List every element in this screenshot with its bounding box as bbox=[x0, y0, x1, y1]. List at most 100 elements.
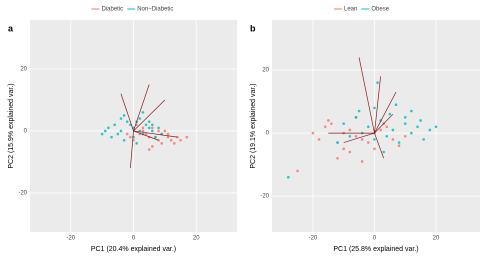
point bbox=[403, 116, 407, 119]
point bbox=[342, 147, 345, 151]
point bbox=[428, 128, 432, 132]
loading-arrow bbox=[374, 132, 385, 159]
y-tick-label: -20 bbox=[260, 194, 269, 200]
point bbox=[360, 138, 364, 141]
point bbox=[151, 123, 154, 127]
point bbox=[382, 150, 385, 154]
point bbox=[422, 138, 425, 141]
y-axis-label: PC2 (15.9% explained var.) bbox=[8, 83, 15, 168]
point bbox=[348, 134, 352, 138]
point bbox=[367, 125, 370, 129]
point bbox=[157, 126, 160, 130]
point bbox=[116, 132, 120, 136]
point bbox=[391, 128, 395, 132]
point bbox=[129, 135, 132, 139]
point bbox=[179, 138, 182, 142]
point bbox=[151, 126, 154, 130]
legend-label: Non−Diabetic bbox=[137, 7, 173, 13]
loading-arrow bbox=[133, 99, 166, 132]
point bbox=[373, 106, 376, 110]
point bbox=[169, 138, 173, 142]
point bbox=[379, 128, 382, 132]
point bbox=[141, 126, 145, 130]
point bbox=[185, 135, 189, 139]
point bbox=[367, 141, 370, 144]
point bbox=[317, 138, 321, 141]
point bbox=[397, 141, 401, 144]
point bbox=[327, 119, 330, 122]
point bbox=[107, 126, 110, 130]
point bbox=[419, 119, 422, 122]
point bbox=[147, 148, 151, 151]
point bbox=[103, 129, 107, 133]
point bbox=[125, 120, 129, 123]
point bbox=[151, 145, 154, 148]
point bbox=[160, 142, 164, 145]
point bbox=[403, 134, 407, 138]
x-tick-label: 0 bbox=[373, 236, 377, 242]
point bbox=[141, 129, 145, 133]
point bbox=[336, 156, 339, 160]
point bbox=[373, 147, 376, 151]
point bbox=[410, 109, 413, 113]
panel-label: a bbox=[8, 23, 14, 33]
point bbox=[113, 123, 116, 127]
x-axis-label: PC1 (25.8% explained var.) bbox=[333, 246, 418, 253]
point bbox=[110, 135, 113, 139]
point bbox=[122, 114, 126, 117]
y-tick-label: 20 bbox=[20, 67, 27, 73]
point bbox=[287, 175, 290, 179]
point bbox=[373, 138, 376, 141]
point bbox=[354, 116, 358, 119]
loading-arrow bbox=[133, 84, 150, 132]
point bbox=[166, 135, 170, 139]
y-tick-label: 0 bbox=[24, 129, 28, 135]
loading-arrow bbox=[374, 91, 397, 134]
point bbox=[144, 132, 148, 136]
point bbox=[323, 125, 327, 129]
x-tick-label: 20 bbox=[433, 236, 440, 242]
point bbox=[311, 131, 315, 135]
point bbox=[122, 138, 126, 142]
point bbox=[410, 131, 413, 135]
point bbox=[157, 129, 160, 133]
x-axis-label: PC1 (20.4% explained var.) bbox=[91, 246, 176, 253]
point bbox=[119, 117, 123, 120]
point bbox=[144, 123, 148, 127]
point bbox=[296, 169, 299, 173]
point bbox=[416, 125, 419, 129]
x-tick-label: -20 bbox=[66, 236, 75, 242]
point bbox=[336, 141, 339, 144]
point bbox=[385, 134, 389, 138]
point bbox=[348, 128, 352, 132]
legend-label: Diabetic bbox=[102, 7, 124, 13]
loading-arrow bbox=[374, 113, 394, 134]
point bbox=[385, 125, 389, 129]
x-tick-label: 0 bbox=[132, 236, 136, 242]
point bbox=[125, 132, 129, 136]
point bbox=[166, 132, 170, 136]
loading-arrow bbox=[133, 130, 178, 138]
point bbox=[357, 109, 361, 113]
point bbox=[147, 120, 151, 123]
point bbox=[135, 142, 138, 145]
y-tick-label: -20 bbox=[18, 191, 27, 197]
point bbox=[348, 150, 352, 154]
loading-arrow bbox=[120, 93, 134, 132]
point bbox=[391, 138, 395, 141]
y-tick-label: 0 bbox=[266, 131, 270, 137]
x-tick-label: 20 bbox=[193, 236, 200, 242]
point bbox=[397, 144, 401, 147]
point bbox=[342, 122, 345, 125]
legend-label: Obese bbox=[371, 7, 389, 13]
point bbox=[172, 142, 176, 145]
point bbox=[163, 129, 167, 133]
legend-label: Lean bbox=[344, 7, 357, 13]
y-axis-label: PC2 (19.1% explained var.) bbox=[250, 83, 257, 168]
loading-arrow bbox=[130, 130, 134, 169]
point bbox=[154, 135, 157, 139]
point bbox=[141, 111, 145, 114]
point bbox=[151, 129, 154, 133]
point bbox=[138, 117, 142, 120]
